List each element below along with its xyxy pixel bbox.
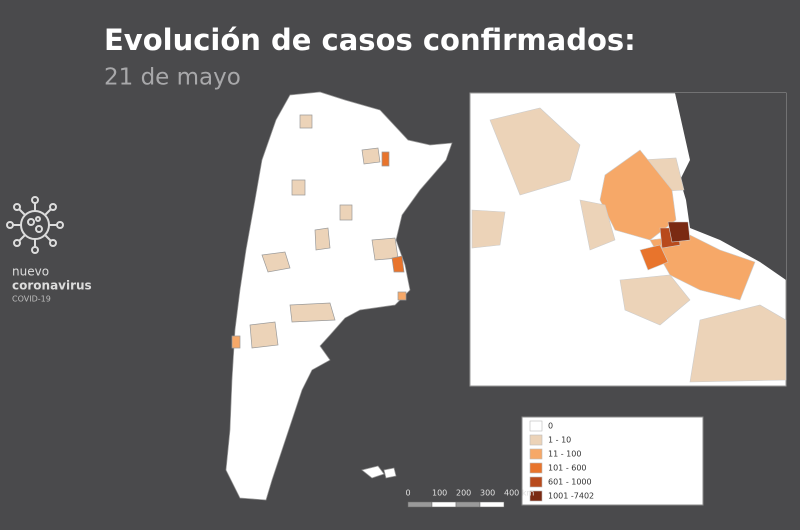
logo-line: nuevo <box>12 265 49 279</box>
legend-swatch <box>529 490 543 502</box>
legend-swatch <box>529 462 543 474</box>
inset-map <box>469 92 787 387</box>
scale-segment <box>431 501 457 508</box>
scale-segment <box>455 501 481 508</box>
legend-box <box>521 416 704 506</box>
scale-label: 300 <box>480 489 495 498</box>
legend-swatch <box>529 448 543 460</box>
legend-label: 101 - 600 <box>548 464 587 473</box>
logo-line: coronavirus <box>12 279 92 293</box>
scale-label: 100 <box>432 489 447 498</box>
water <box>675 93 786 280</box>
legend-label: 0 <box>548 422 553 431</box>
legend-swatch <box>529 434 543 446</box>
legend-label: 601 - 1000 <box>548 478 592 487</box>
scale-bar: 0 100 200 300 400 km <box>405 489 534 508</box>
scale-segment <box>407 501 433 508</box>
scale-label: 200 <box>456 489 471 498</box>
legend-label: 1001 -7402 <box>548 492 594 501</box>
legend-label: 11 - 100 <box>548 450 581 459</box>
title: Evolución de casos confirmados: <box>104 23 636 57</box>
legend: 0 1 - 10 11 - 100 101 - 600 601 - 1000 1001 -… <box>529 420 594 502</box>
virus-icon <box>6 196 64 254</box>
legend-swatch <box>529 476 543 488</box>
scale-label: 0 <box>405 489 410 498</box>
legend-swatch <box>529 420 543 432</box>
logo-line: COVID-19 <box>12 295 51 304</box>
legend-label: 1 - 10 <box>548 436 571 445</box>
scale-segment <box>479 501 505 508</box>
country-map <box>225 91 453 501</box>
scale-label: 400 km <box>504 489 534 498</box>
subtitle: 21 de mayo <box>104 65 241 91</box>
